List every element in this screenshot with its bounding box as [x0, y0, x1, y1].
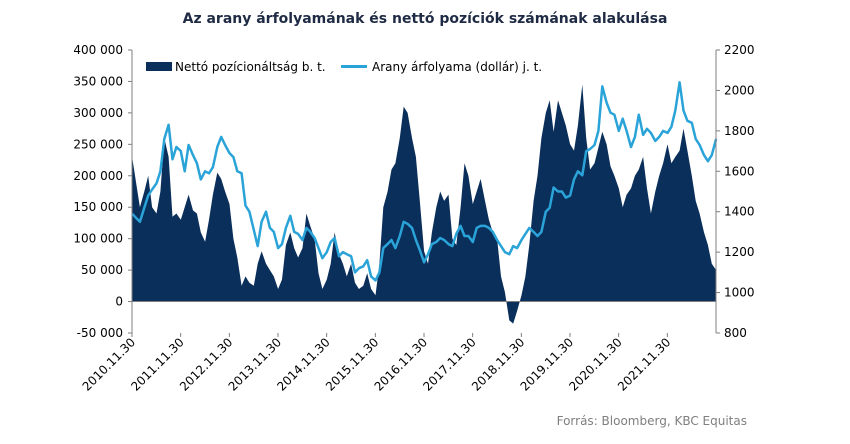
legend-label-net-position: Nettó pozícionáltság b. t. [175, 60, 326, 74]
source-note: Forrás: Bloomberg, KBC Equitas [557, 414, 747, 428]
left-tick-label: 300 000 [73, 106, 123, 120]
left-tick-label: 400 000 [73, 43, 123, 57]
axes [131, 50, 717, 333]
right-tick-label: 1400 [724, 205, 755, 219]
plot-area [131, 81, 718, 324]
chart-title: Az arany árfolyamának és nettó pozíciók … [183, 11, 668, 27]
right-tick-label: 1000 [724, 286, 755, 300]
left-tick-label: 0 [115, 295, 123, 309]
legend: Nettó pozícionáltság b. t. Arany árfolya… [146, 60, 542, 74]
left-tick-label: 350 000 [73, 74, 123, 88]
legend-label-gold-price: Arany árfolyama (dollár) j. t. [372, 60, 542, 74]
left-tick-label: 250 000 [73, 137, 123, 151]
left-tick-label: -50 000 [77, 326, 123, 340]
right-tick-label: 1600 [724, 164, 755, 178]
right-tick-label: 2000 [724, 83, 755, 97]
x-axis-ticks: 2010.11.302011.11.302012.11.302013.11.30… [80, 333, 673, 394]
left-tick-label: 50 000 [81, 263, 123, 277]
left-tick-label: 100 000 [73, 232, 123, 246]
x-tick-label: 2021.11.30 [615, 335, 673, 393]
right-tick-label: 800 [724, 326, 747, 340]
left-axis-ticks: -50 000 0 50 000 100 000 150 000 200 000 250 0… [73, 43, 132, 340]
right-tick-label: 2200 [724, 43, 755, 57]
left-tick-label: 150 000 [73, 200, 123, 214]
net-position-area [132, 84, 717, 324]
left-tick-label: 200 000 [73, 169, 123, 183]
gold-price-line [131, 81, 718, 282]
legend-swatch-net-position [146, 62, 172, 71]
right-tick-label: 1800 [724, 124, 755, 138]
right-tick-label: 1200 [724, 245, 755, 259]
right-axis-ticks: 800 1000 1200 1400 1600 1800 2000 2200 [716, 43, 755, 340]
